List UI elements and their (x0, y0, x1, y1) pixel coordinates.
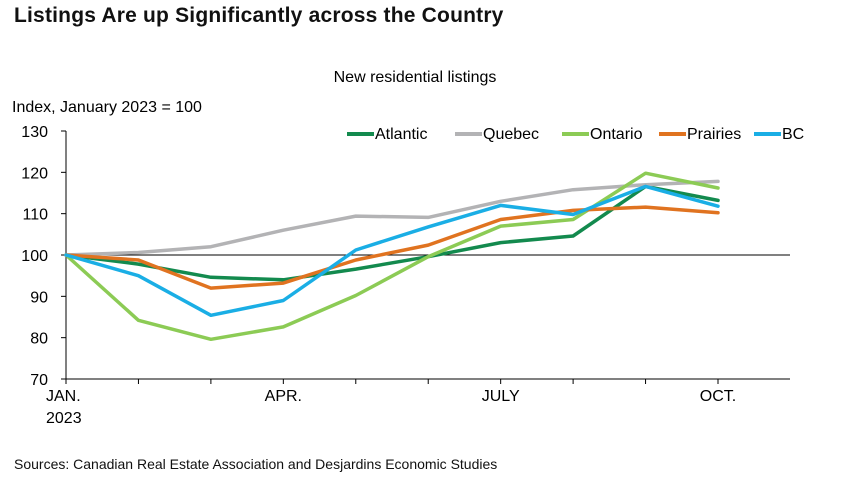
y-tick-label: 70 (30, 372, 48, 389)
legend-label-atlantic: Atlantic (375, 126, 427, 143)
line-chart: New residential listings Index, January … (12, 69, 804, 427)
y-tick-label: 80 (30, 331, 48, 348)
series-line-bc (64, 184, 720, 318)
series-line-quebec (64, 179, 720, 257)
legend: Atlantic Quebec Ontario Prairies BC (347, 126, 804, 143)
series-line-ontario (64, 171, 720, 342)
x-tick-label: JAN. (46, 388, 81, 405)
y-tick-label: 130 (21, 124, 48, 141)
y-tick-label: 100 (21, 248, 48, 265)
legend-label-prairies: Prairies (687, 126, 741, 143)
y-tick-label: 110 (22, 207, 48, 224)
x-tick-label: OCT. (700, 388, 736, 405)
page-title: Listings Are up Significantly across the… (14, 4, 504, 27)
legend-label-bc: BC (782, 126, 804, 143)
legend-label-quebec: Quebec (483, 126, 539, 143)
series-line-atlantic (64, 184, 720, 282)
x-ticks: JAN. 2023 APR. JULY OCT. (46, 379, 736, 427)
x-tick-sublabel: 2023 (46, 410, 82, 427)
series-lines (64, 171, 720, 342)
series-line-prairies (64, 205, 720, 290)
x-tick-label: JULY (482, 388, 520, 405)
x-tick-label: APR. (265, 388, 302, 405)
y-axis-label: Index, January 2023 = 100 (12, 99, 202, 116)
y-tick-label: 90 (30, 289, 48, 306)
y-tick-label: 120 (21, 165, 48, 182)
source-note: Sources: Canadian Real Estate Associatio… (14, 456, 498, 472)
chart-title: New residential listings (334, 69, 497, 86)
y-ticks: 70 80 90 100 110 120 130 (21, 124, 66, 389)
legend-label-ontario: Ontario (590, 126, 643, 143)
